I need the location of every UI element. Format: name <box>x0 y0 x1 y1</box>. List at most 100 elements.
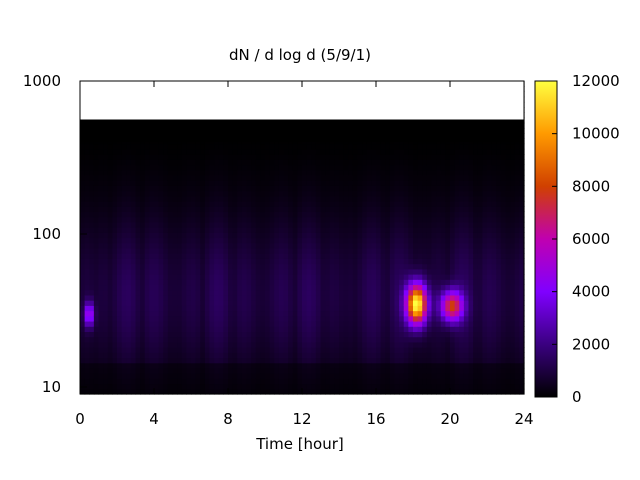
heatmap-cell <box>306 232 312 239</box>
heatmap-cell <box>426 221 433 228</box>
heatmap-cell <box>126 347 132 353</box>
heatmap-cell <box>334 263 340 270</box>
heatmap-cell <box>126 310 132 317</box>
heatmap-cell <box>348 357 354 364</box>
heatmap-cell <box>320 221 326 228</box>
heatmap-cell <box>172 378 178 385</box>
heatmap-cell <box>288 221 294 228</box>
heatmap-cell <box>311 143 317 150</box>
heatmap-cell <box>380 362 386 369</box>
heatmap-cell <box>348 159 354 166</box>
heatmap-cell <box>121 242 127 249</box>
heatmap-cell <box>371 367 377 374</box>
heatmap-cell <box>126 367 132 374</box>
heatmap-cell <box>306 362 312 369</box>
heatmap-cell <box>408 253 414 259</box>
heatmap-cell <box>107 195 113 202</box>
heatmap-cell <box>394 347 400 353</box>
heatmap-cell <box>117 221 123 228</box>
heatmap-cell <box>403 195 409 202</box>
heatmap-cell <box>334 347 340 353</box>
heatmap-cell <box>283 216 289 223</box>
heatmap-cell <box>389 341 396 348</box>
heatmap-cell <box>149 378 155 385</box>
heatmap-cell <box>232 378 238 385</box>
heatmap-cell <box>459 378 465 385</box>
heatmap-cell <box>366 216 372 223</box>
heatmap-cell <box>186 326 192 332</box>
heatmap-cell <box>269 279 275 286</box>
heatmap-cell <box>218 347 224 353</box>
heatmap-cell <box>112 258 118 265</box>
heatmap-cell <box>436 242 442 249</box>
heatmap-cell <box>445 206 451 213</box>
heatmap-cell <box>204 247 211 254</box>
heatmap-cell <box>339 279 345 286</box>
heatmap-cell <box>357 253 363 259</box>
heatmap-cell <box>89 388 95 395</box>
heatmap-cell <box>103 289 109 296</box>
heatmap-cell <box>246 185 252 192</box>
heatmap-cell <box>93 300 100 306</box>
heatmap-cell <box>126 190 132 197</box>
heatmap-cell <box>255 347 261 353</box>
heatmap-cell <box>191 315 197 322</box>
heatmap-cell <box>389 326 396 332</box>
heatmap-cell <box>237 195 243 202</box>
heatmap-cell <box>186 336 192 343</box>
heatmap-cell <box>117 331 123 338</box>
heatmap-cell <box>302 362 308 369</box>
heatmap-cell <box>237 373 243 379</box>
heatmap-cell <box>302 253 308 259</box>
heatmap-cell <box>454 315 460 322</box>
heatmap-cell <box>260 341 266 348</box>
heatmap-cell <box>214 169 220 176</box>
heatmap-cell <box>209 195 215 202</box>
heatmap-cell <box>89 310 95 317</box>
heatmap-cell <box>144 315 150 322</box>
heatmap-cell <box>325 378 331 385</box>
heatmap-cell <box>306 206 312 213</box>
heatmap-cell <box>385 315 391 322</box>
heatmap-cell <box>186 388 192 395</box>
heatmap-cell <box>158 347 164 353</box>
heatmap-cell <box>431 216 437 223</box>
heatmap-cell <box>376 336 382 343</box>
heatmap-cell <box>200 383 206 390</box>
heatmap-cell <box>255 237 261 244</box>
heatmap-cell <box>237 289 243 296</box>
heatmap-cell <box>403 154 409 160</box>
heatmap-cell <box>232 352 238 359</box>
heatmap-cell <box>366 352 372 359</box>
heatmap-cell <box>440 211 446 218</box>
heatmap-cell <box>389 305 396 312</box>
heatmap-cell <box>311 268 317 275</box>
heatmap-cell <box>135 237 141 244</box>
heatmap-cell <box>339 310 345 317</box>
heatmap-cell <box>130 180 137 186</box>
heatmap-cell <box>195 148 201 155</box>
heatmap-cell <box>269 326 275 332</box>
heatmap-cell <box>84 216 90 223</box>
heatmap-cell <box>186 341 192 348</box>
heatmap-cell <box>417 190 423 197</box>
heatmap-cell <box>389 352 396 359</box>
heatmap-cell <box>269 185 275 192</box>
heatmap-cell <box>117 237 123 244</box>
heatmap-cell <box>306 174 312 181</box>
heatmap-cell <box>112 159 118 166</box>
heatmap-cell <box>329 305 335 312</box>
heatmap-cell <box>251 341 257 348</box>
heatmap-cell <box>431 200 437 207</box>
heatmap-cell <box>191 300 197 306</box>
heatmap-cell <box>348 331 354 338</box>
heatmap-cell <box>89 242 95 249</box>
heatmap-cell <box>158 305 164 312</box>
heatmap-cell <box>362 185 368 192</box>
heatmap-cell <box>98 180 104 186</box>
heatmap-cell <box>255 221 261 228</box>
heatmap-cell <box>426 310 433 317</box>
heatmap-cell <box>389 169 396 176</box>
heatmap-cell <box>80 373 86 379</box>
heatmap-cell <box>181 242 187 249</box>
